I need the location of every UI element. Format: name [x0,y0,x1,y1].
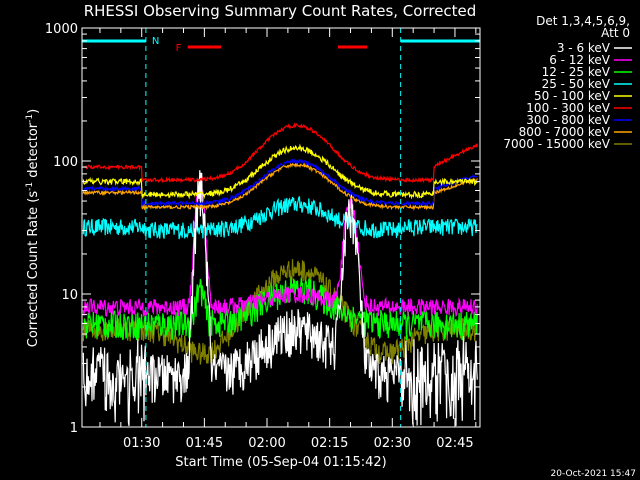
y-axis-label: Corrected Count Rate (s-1 detector-1) [25,109,41,347]
x-tick-label: 02:30 [374,436,411,451]
series-line [82,122,478,184]
legend-entry-label: 7000 - 15000 keV [503,137,610,151]
night-label: N [152,36,159,47]
y-axis-label-mid: detector [26,122,41,182]
legend-entry-label: 6 - 12 keV [549,53,611,67]
series-line [82,196,478,240]
x-axis-label: Start Time (05-Sep-04 01:15:42) [175,455,386,470]
x-axis: 01:30 01:45 02:00 02:15 02:30 02:45 [99,28,477,451]
plot-frame [81,27,481,428]
x-tick-label: 02:45 [436,436,473,451]
y-tick-label: 1000 [45,22,78,37]
footer-timestamp: 20-Oct-2021 15:47 [551,469,636,479]
legend-entry-label: 12 - 25 keV [542,65,611,79]
series-line [82,170,478,426]
legend-entry-label: 25 - 50 keV [542,77,611,91]
x-tick-label: 01:30 [123,436,160,451]
series-line [82,182,478,318]
legend-entry-label: 50 - 100 keV [534,89,611,103]
legend-entry-label: 3 - 6 keV [557,41,611,55]
legend-entry-label: 300 - 800 keV [526,113,610,127]
legend-header-line1: Det 1,3,4,5,6,9, [536,14,630,28]
y-tick-label: 100 [53,155,78,170]
y-axis-label-end: ) [26,109,41,114]
y-axis: 1 10 100 1000 [45,22,480,436]
x-tick-label: 02:15 [311,436,348,451]
legend-entry-label: 100 - 300 keV [526,101,610,115]
x-tick-label: 01:45 [186,436,223,451]
series-line [82,143,478,200]
legend-entry-label: 800 - 7000 keV [519,125,611,139]
flare-label: F [176,43,182,54]
y-axis-label-sup1: -1 [25,182,35,191]
x-tick-label: 02:00 [248,436,285,451]
series-line [83,158,478,208]
y-tick-label: 1 [70,421,78,436]
series-line [82,162,478,211]
legend-header-line2: Att 0 [601,26,630,40]
y-axis-label-main: Corrected Count Rate (s [26,191,41,348]
chart-title: RHESSI Observing Summary Count Rates, Co… [84,2,477,20]
y-axis-label-sup2: -1 [25,114,35,123]
y-tick-label: 10 [61,288,78,303]
